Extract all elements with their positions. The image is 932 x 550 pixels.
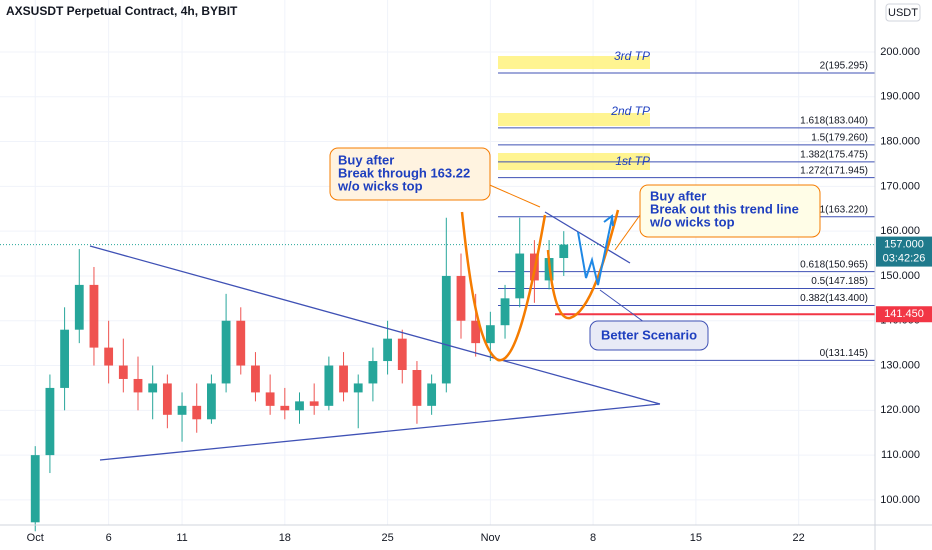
candle-body <box>133 378 143 393</box>
callout-text: Buy after <box>650 188 706 203</box>
candle-body <box>559 244 569 259</box>
candle-body <box>339 365 348 393</box>
y-tick-label: 130.000 <box>880 359 920 371</box>
fib-label: 1.382(175.475) <box>800 149 868 160</box>
callout <box>639 184 821 238</box>
x-tick-label: Nov <box>481 532 501 544</box>
candle-body <box>162 383 172 415</box>
candle-body <box>353 383 363 393</box>
candle-body <box>515 253 525 299</box>
fib-label: 0.5(147.185) <box>811 276 868 287</box>
tp-label: 2nd TP <box>610 104 650 118</box>
candle-body <box>30 455 40 523</box>
candle-body <box>221 320 231 384</box>
y-tick-label: 110.000 <box>881 449 920 461</box>
y-tick-label: 200.000 <box>880 46 920 58</box>
candle-body <box>251 365 260 393</box>
stop-badge <box>876 306 932 323</box>
callout-text: Buy after <box>338 152 394 167</box>
candle-body <box>309 401 319 406</box>
candle-body <box>207 383 216 420</box>
fib-label: 0.618(150.965) <box>800 259 868 270</box>
tp-box <box>498 56 650 69</box>
fib-label: 1.618(183.040) <box>800 116 868 127</box>
cup-curve <box>460 211 547 362</box>
y-tick-label: 100.000 <box>880 494 920 506</box>
candle-body <box>500 298 510 326</box>
fib-label: 0.382(143.400) <box>800 293 868 304</box>
candle-body <box>177 405 187 415</box>
candles <box>30 217 569 532</box>
current-price-badge <box>876 236 932 267</box>
candle-body <box>471 320 481 344</box>
tp-label: 1st TP <box>615 154 650 168</box>
trend-line <box>89 245 661 405</box>
candle-body <box>104 347 114 366</box>
x-tick-label: 6 <box>106 532 112 544</box>
tp-box <box>498 113 650 126</box>
stop-label: 141.450 <box>884 308 924 320</box>
candle-body <box>118 365 128 379</box>
candle-body <box>412 370 422 406</box>
x-tick-label: 8 <box>590 532 596 544</box>
candle-body <box>456 275 466 321</box>
cup-curve <box>546 209 620 320</box>
scenario-arrow <box>577 214 614 286</box>
callout-text: Break out this trend line <box>650 201 799 216</box>
callout-text: Break through 163.22 <box>338 165 470 180</box>
candle-body <box>89 284 99 348</box>
candle-body <box>427 383 437 406</box>
candle-body <box>383 338 392 362</box>
callout <box>329 147 491 201</box>
fib-levels: 2(195.295) 1.618(183.040) 1.5(179.260) 1.38… <box>0 49 875 361</box>
x-tick-label: 22 <box>793 532 805 544</box>
candle-body <box>397 338 407 371</box>
x-tick-label: Oct <box>27 532 44 544</box>
fib-label: 2(195.295) <box>820 61 868 72</box>
countdown-label: 03:42:26 <box>883 252 926 264</box>
callout-text: w/o wicks top <box>337 178 423 193</box>
candle-body <box>441 275 451 384</box>
candle-body <box>485 325 495 344</box>
x-tick-label: 25 <box>381 532 393 544</box>
chart-title: AXSUSDT Perpetual Contract, 4h, BYBIT <box>6 4 238 18</box>
callout-text: Better Scenario <box>601 327 697 342</box>
callout <box>589 320 709 351</box>
tp-label: 3rd TP <box>614 49 650 63</box>
candle-body <box>295 401 304 411</box>
fib-label: 1(163.220) <box>820 204 868 215</box>
candle-body <box>45 387 55 456</box>
candle-body <box>60 329 70 388</box>
y-tick-label: 180.000 <box>880 135 920 147</box>
fib-label: 1.5(179.260) <box>811 133 868 144</box>
candle-body <box>148 383 158 393</box>
x-tick-label: 11 <box>176 532 187 544</box>
candle-body <box>324 365 334 406</box>
x-tick-label: 18 <box>279 532 291 544</box>
fib-label: 1.272(171.945) <box>800 165 868 176</box>
y-tick-label: 160.000 <box>880 225 920 237</box>
candle-body <box>192 405 202 420</box>
currency-button[interactable] <box>885 3 921 22</box>
y-tick-label: 120.000 <box>880 404 920 416</box>
y-tick-label: 190.000 <box>880 91 920 103</box>
fib-label: 0(131.145) <box>820 348 868 359</box>
candle-body <box>280 405 290 411</box>
candle-body <box>265 392 275 406</box>
axes: 100.000110.000120.000130.000140.000150.0… <box>27 46 932 544</box>
candle-body <box>236 320 246 366</box>
trend-line <box>544 211 631 264</box>
callout-text: w/o wicks top <box>649 214 735 229</box>
y-tick-label: 170.000 <box>880 180 920 192</box>
trend-line <box>99 403 661 461</box>
candle-body <box>368 361 378 384</box>
current-price-label: 157.000 <box>884 238 924 250</box>
candle-body <box>74 284 84 330</box>
x-tick-label: 15 <box>690 532 702 544</box>
currency-label[interactable]: USDT <box>888 7 918 19</box>
callout-pointer <box>614 214 641 251</box>
y-tick-label: 150.000 <box>880 270 920 282</box>
